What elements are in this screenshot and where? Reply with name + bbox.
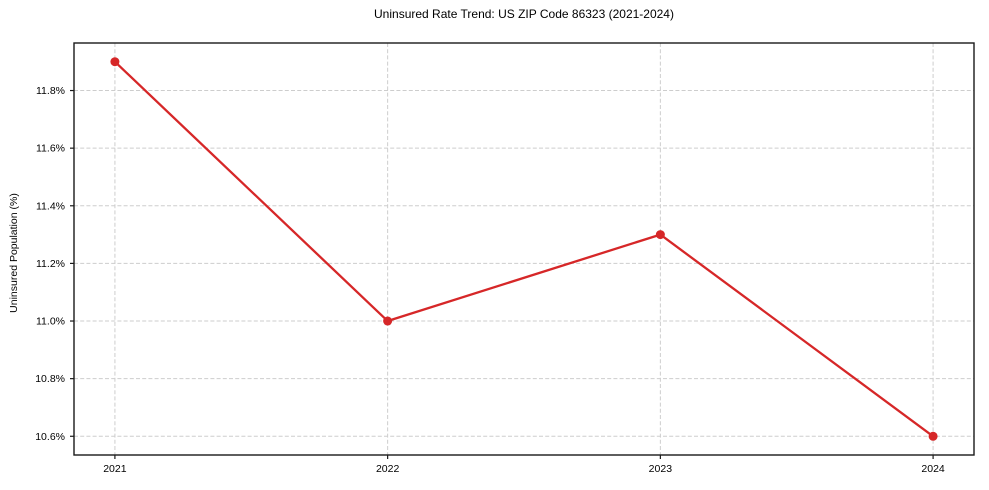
chart-title: Uninsured Rate Trend: US ZIP Code 86323 … [374,7,674,21]
x-tick-label: 2023 [649,463,673,475]
plot-frame [73,42,975,456]
data-line [113,60,935,438]
y-tick-label: 10.6% [35,431,65,443]
data-point [110,57,120,67]
data-point [383,316,393,326]
y-tick-label: 11.6% [36,143,65,155]
x-tick-label: 2024 [921,463,945,475]
y-tick-label: 10.8% [35,373,65,385]
data-point [655,230,665,240]
x-tick-label: 2022 [376,463,400,475]
data-point [928,431,938,441]
x-tick-label: 2021 [103,463,127,475]
y-tick-label: 11.8% [36,85,65,97]
y-tick-label: 11.4% [36,200,65,212]
y-tick-label: 11.0% [36,316,65,328]
y-tick-label: 11.2% [36,258,65,270]
